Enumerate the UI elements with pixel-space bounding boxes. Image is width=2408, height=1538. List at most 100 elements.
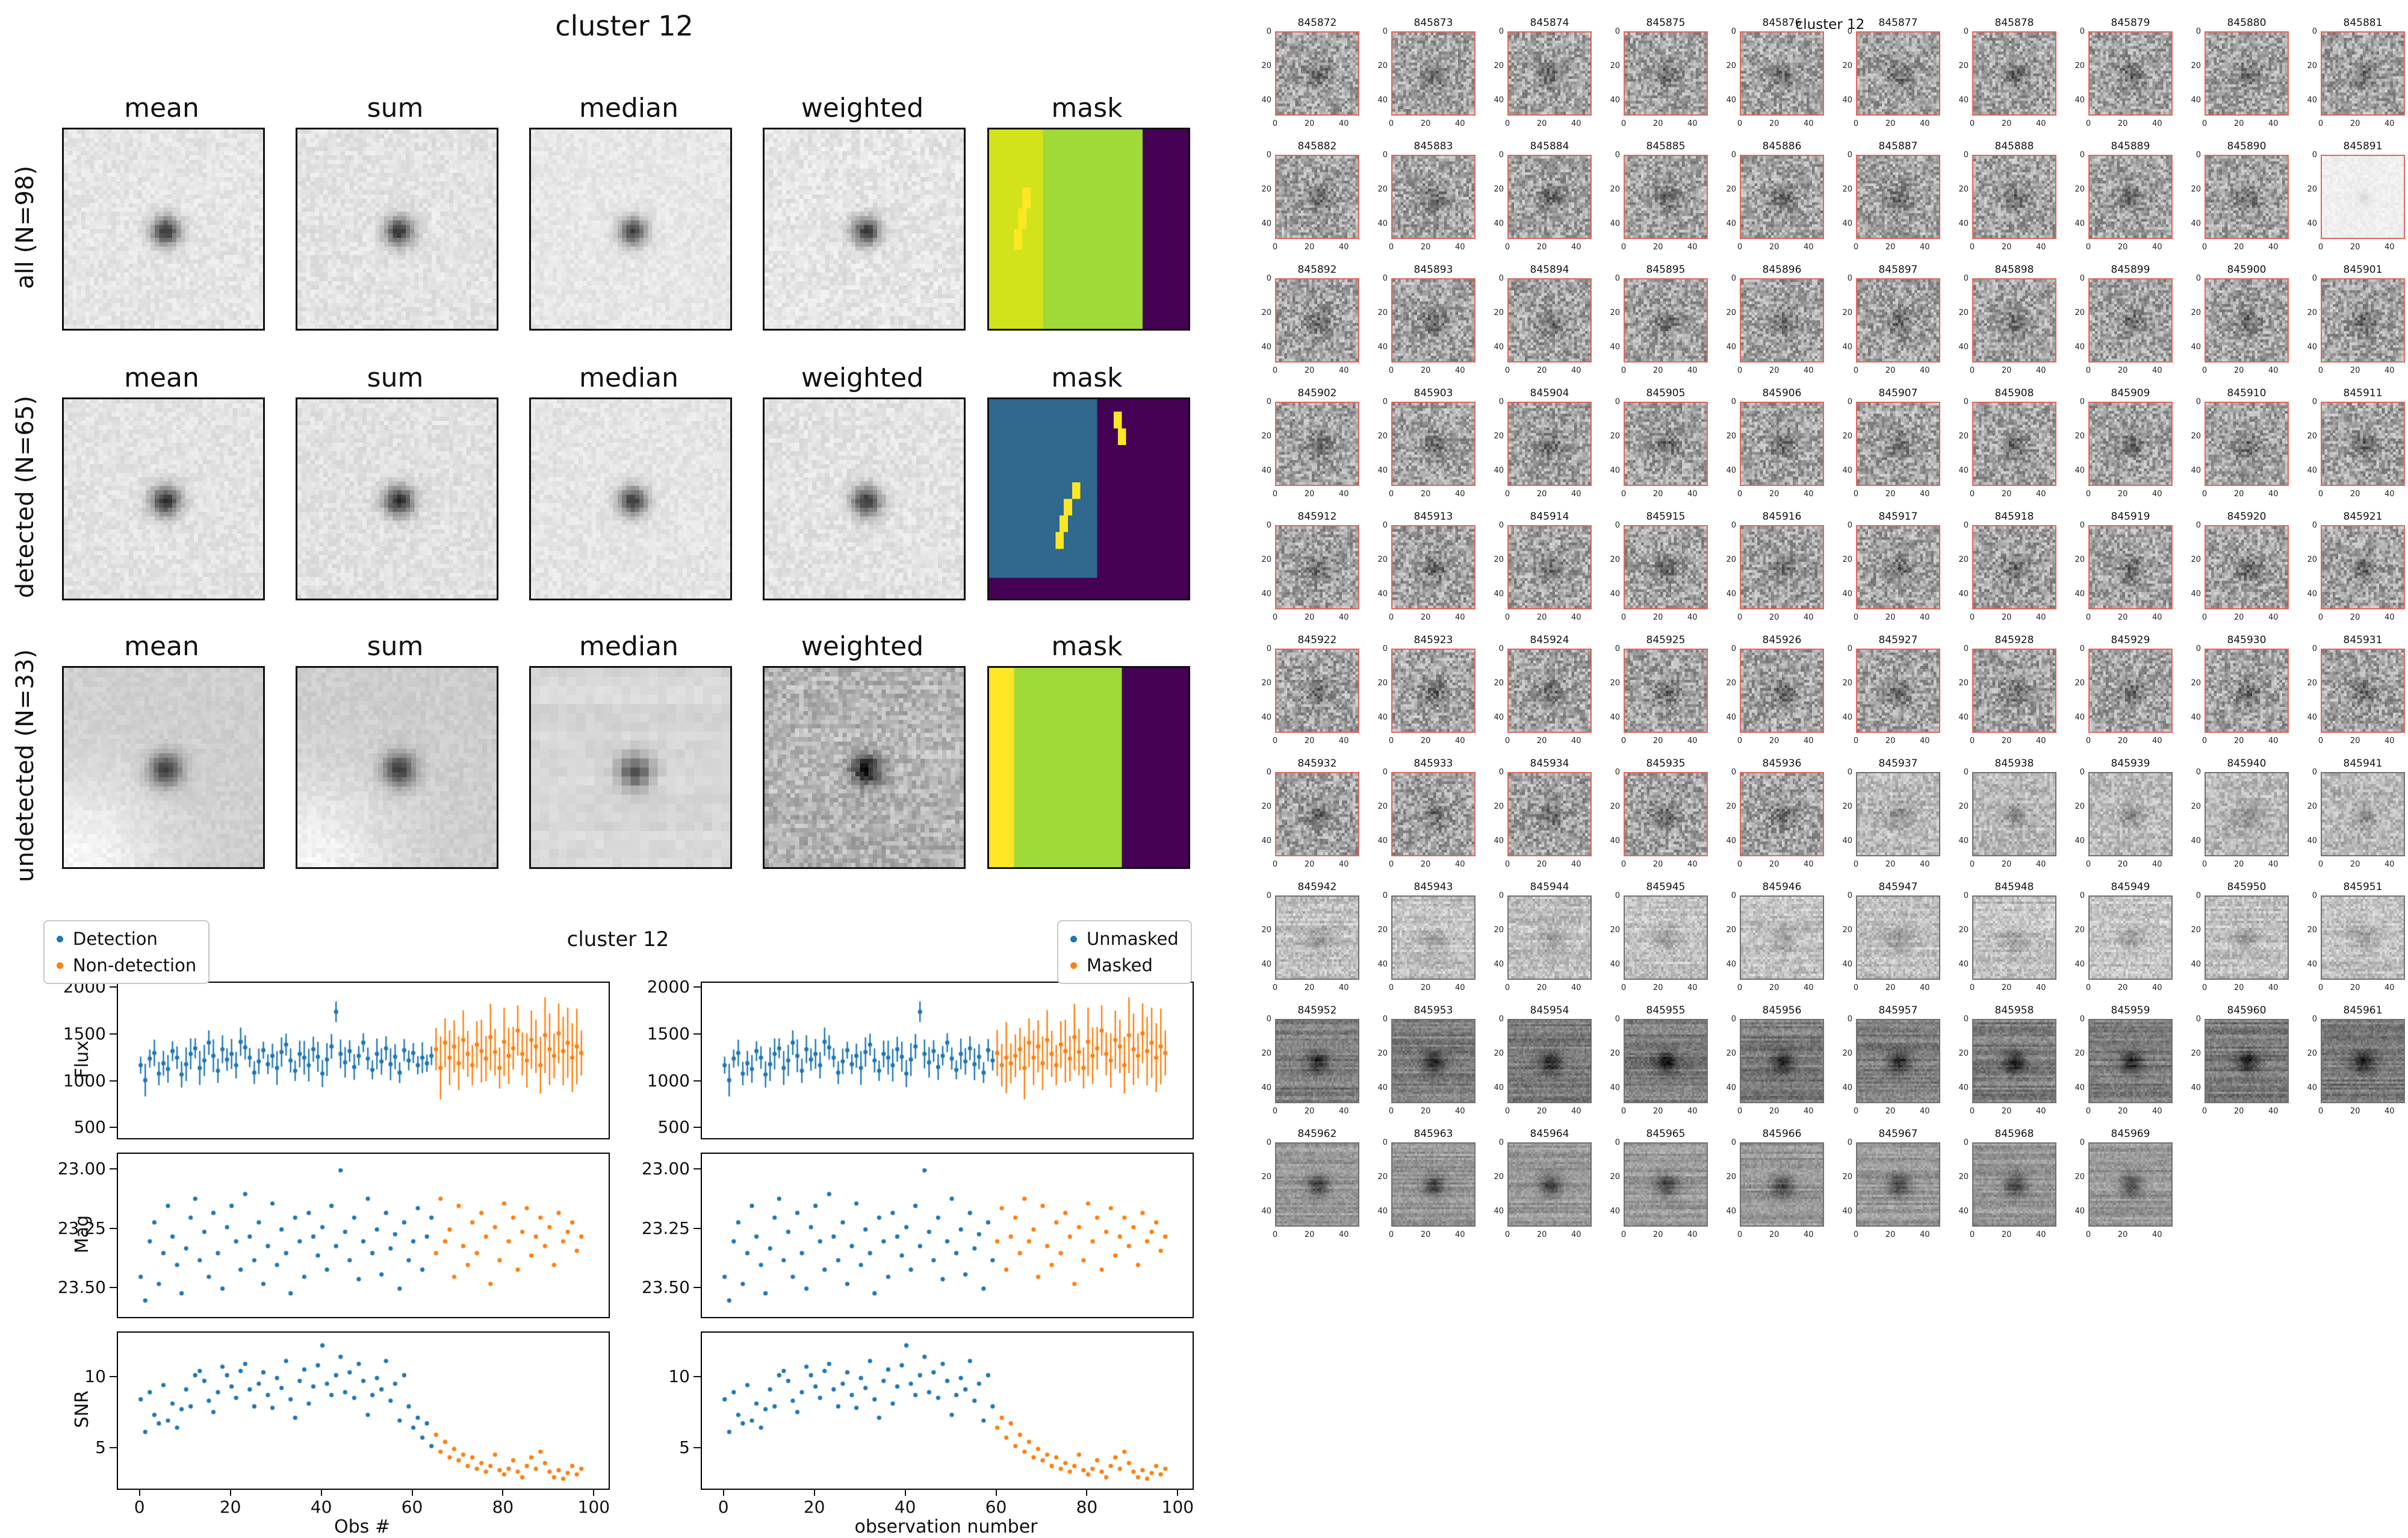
- stamp-y-tick-label: 0: [2312, 1015, 2317, 1024]
- stamp-image-frame: [1856, 649, 1940, 733]
- stamp-id-label: 845969: [2111, 1128, 2150, 1140]
- y-tick-label: 1500: [63, 1024, 106, 1044]
- stamp-y-tick-label: 20: [1726, 1049, 1736, 1059]
- stamp-cell: 845928 0 0 20 20 40 40: [1953, 634, 2069, 758]
- y-tick-label: 5: [95, 1437, 106, 1458]
- stamp-y-tick-label: 40: [2191, 836, 2201, 846]
- stamp-cell: 845951 0 0 20 20 40 40: [2301, 881, 2408, 1004]
- stamp-x-tick-label: 0: [1853, 860, 1859, 869]
- stamp-id-label: 845893: [1413, 264, 1453, 276]
- stamp-x-tick-label: 20: [1536, 860, 1547, 869]
- stamp-id-label: 845945: [1646, 881, 1686, 893]
- stamp-x-tick-label: 0: [1737, 243, 1743, 252]
- stamp-cell: 845961 0 0 20 20 40 40: [2301, 1004, 2408, 1128]
- y-tick-mark: [694, 1286, 701, 1288]
- stamp-y-tick-label: 40: [1494, 1083, 1504, 1093]
- stamp-cell: 845906 0 0 20 20 40 40: [1721, 387, 1837, 511]
- stamp-cell: 845957 0 0 20 20 40 40: [1837, 1004, 1953, 1128]
- stamp-image: [1973, 403, 2055, 485]
- stamp-x-tick-label: 20: [2117, 490, 2128, 499]
- stamp-y-tick-label: 40: [1377, 836, 1388, 846]
- stamp-image-frame: [2088, 155, 2173, 239]
- stamp-x-tick-label: 40: [1687, 1230, 1698, 1239]
- stamp-y-tick-label: 20: [1842, 1049, 1852, 1059]
- stamp-image-frame: [1624, 31, 1708, 116]
- mask-stamp-image: [989, 668, 1188, 867]
- stamp-y-tick-label: 40: [1494, 713, 1504, 723]
- stamp-x-tick-label: 0: [1737, 1107, 1743, 1116]
- stamp-y-tick-label: 40: [2074, 1207, 2085, 1216]
- stamp-image: [1509, 279, 1590, 361]
- snr-axis-label-wrap: SNR: [70, 1331, 94, 1487]
- stamp-id-label: 845918: [1994, 511, 2034, 523]
- stamp-image-frame: [1275, 31, 1359, 116]
- stamp-image: [1276, 1144, 1358, 1225]
- stamp-x-tick-label: 40: [2385, 243, 2395, 252]
- stamp-image: [2322, 33, 2404, 114]
- stamp-id-label: 845908: [1994, 387, 2034, 399]
- stamp-y-tick-label: 20: [1494, 1172, 1504, 1182]
- stamp-cell: 845927 0 0 20 20 40 40: [1837, 634, 1953, 758]
- stamp-x-tick-label: 20: [1304, 983, 1315, 992]
- stamp-image: [1276, 403, 1358, 485]
- stamp-x-tick-label: 20: [1652, 613, 1663, 622]
- stamp-id-label: 845965: [1646, 1128, 1686, 1140]
- stamp-id-label: 845967: [1878, 1128, 1918, 1140]
- stamp-y-tick-label: 40: [1610, 960, 1620, 970]
- coadd-stamp: [62, 666, 265, 869]
- stamp-y-tick-label: 40: [1494, 1207, 1504, 1216]
- row-label: all (N=98): [11, 166, 39, 289]
- stamp-x-tick-label: 40: [1920, 490, 1930, 499]
- stamp-id-label: 845930: [2227, 634, 2267, 646]
- detection-marker-icon: [57, 935, 63, 942]
- stamp-id-label: 845897: [1878, 264, 1918, 276]
- stamp-image-frame: [1507, 525, 1592, 609]
- stamp-y-tick-label: 0: [1847, 891, 1852, 900]
- stamp-y-tick-label: 40: [1377, 219, 1388, 229]
- x-tick-label: 40: [310, 1497, 332, 1517]
- stamp-x-tick-label: 40: [2268, 1107, 2279, 1116]
- stamp-image-frame: [1972, 895, 2056, 980]
- stamp-y-tick-label: 20: [2074, 679, 2085, 688]
- stamp-x-tick-label: 40: [1339, 366, 1349, 375]
- stamp-y-tick-label: 20: [1377, 308, 1388, 318]
- stamp-image: [2322, 279, 2404, 361]
- stamp-y-tick-label: 0: [1731, 768, 1736, 777]
- stamp-x-tick-label: 20: [1769, 490, 1780, 499]
- stamp-cell: 845936 0 0 20 20 40 40: [1721, 758, 1837, 881]
- stamp-x-tick-label: 20: [1885, 983, 1896, 992]
- stamp-cell: 845969 0 0 20 20 40 40: [2069, 1128, 2185, 1251]
- stamp-x-tick-label: 20: [2350, 366, 2360, 375]
- stamp-id-label: 845931: [2343, 634, 2383, 646]
- stamp-y-tick-label: 40: [1958, 343, 1969, 352]
- stamp-image-frame: [1856, 31, 1940, 116]
- stamp-image-frame: [1391, 1142, 1476, 1227]
- stamp-image: [1973, 156, 2055, 238]
- stamp-x-tick-label: 0: [1853, 1230, 1859, 1239]
- stamp-image: [1276, 650, 1358, 732]
- stamp-image: [1509, 897, 1590, 979]
- stamp-y-tick-label: 40: [1261, 713, 1271, 723]
- stamp-x-tick-label: 0: [2085, 736, 2091, 746]
- stamp-y-tick-label: 40: [1842, 1083, 1852, 1093]
- stamp-id-label: 845951: [2343, 881, 2383, 893]
- stamp-image: [2206, 650, 2288, 732]
- stamp-cell: 845967 0 0 20 20 40 40: [1837, 1128, 1953, 1251]
- stamp-y-tick-label: 40: [2074, 466, 2085, 476]
- stamp-id-label: 845911: [2343, 387, 2383, 399]
- stamp-x-tick-label: 20: [1304, 119, 1315, 128]
- stamp-y-tick-label: 20: [1610, 1172, 1620, 1182]
- stamp-x-tick-label: 20: [1769, 860, 1780, 869]
- stamp-y-tick-label: 0: [1963, 397, 1969, 406]
- stamp-id-label: 845950: [2227, 881, 2267, 893]
- stamp-x-tick-label: 20: [2350, 983, 2360, 992]
- stamp-cell: 845944 0 0 20 20 40 40: [1488, 881, 1604, 1004]
- stamp-image: [2206, 773, 2288, 855]
- stamp-y-tick-label: 40: [1610, 713, 1620, 723]
- stamp-y-tick-label: 40: [1610, 96, 1620, 105]
- stamp-image-frame: [1507, 31, 1592, 116]
- stamp-y-tick-label: 0: [1731, 644, 1736, 653]
- stamp-y-tick-label: 40: [1494, 960, 1504, 970]
- y-tick-label: 23.00: [57, 1159, 106, 1179]
- y-tick-label: 5: [679, 1437, 690, 1458]
